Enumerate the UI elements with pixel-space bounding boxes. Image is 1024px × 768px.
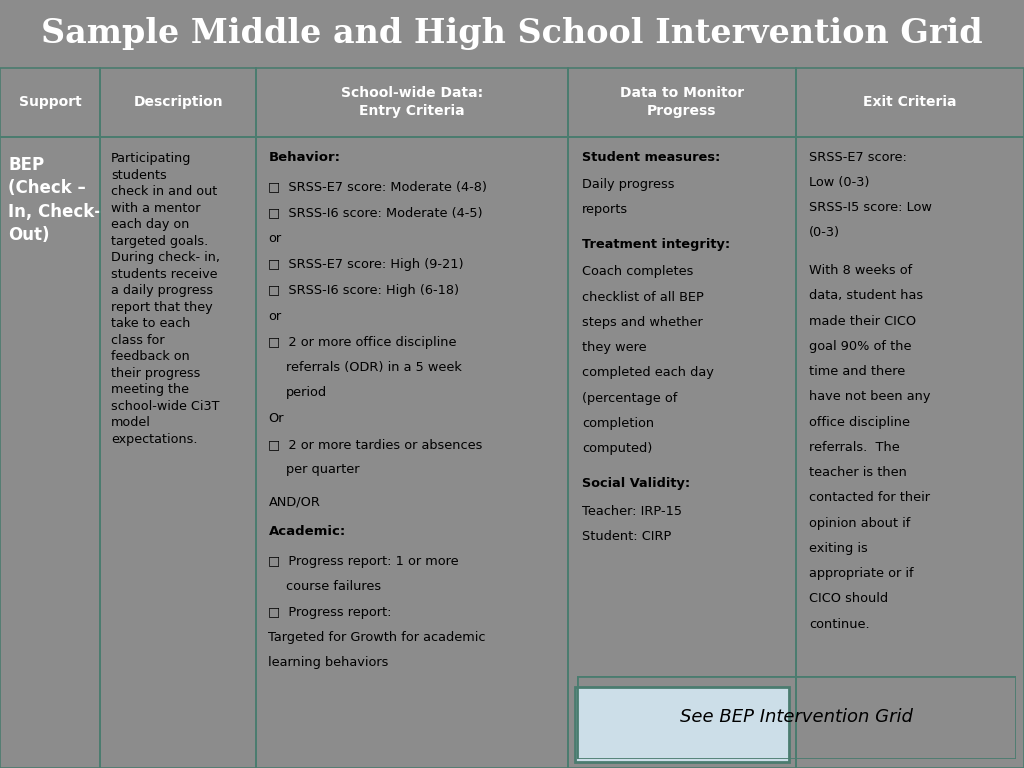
Text: (0-3): (0-3) — [809, 227, 841, 240]
Text: □  SRSS-I6 score: Moderate (4-5): □ SRSS-I6 score: Moderate (4-5) — [268, 206, 483, 219]
Text: □  SRSS-I6 score: High (6-18): □ SRSS-I6 score: High (6-18) — [268, 284, 460, 296]
Text: contacted for their: contacted for their — [809, 492, 931, 505]
Text: learning behaviors: learning behaviors — [268, 657, 389, 669]
Bar — [575, 687, 788, 762]
Text: computed): computed) — [582, 442, 652, 455]
Text: AND/OR: AND/OR — [268, 495, 321, 508]
Text: BEP
(Check –
In, Check-
Out): BEP (Check – In, Check- Out) — [8, 156, 101, 244]
Text: Coach completes: Coach completes — [582, 266, 693, 279]
Text: office discipline: office discipline — [809, 415, 910, 429]
Text: Or: Or — [268, 412, 284, 425]
Text: have not been any: have not been any — [809, 390, 931, 403]
Text: □  2 or more tardies or absences: □ 2 or more tardies or absences — [268, 438, 483, 451]
Text: period: period — [286, 386, 327, 399]
Text: □  Progress report:: □ Progress report: — [268, 606, 392, 619]
Text: Participating
students
check in and out
with a mentor
each day on
targeted goals: Participating students check in and out … — [112, 153, 220, 446]
Text: completion: completion — [582, 417, 654, 430]
Text: exiting is: exiting is — [809, 542, 868, 555]
Text: Teacher: IRP-15: Teacher: IRP-15 — [582, 505, 682, 518]
Text: course failures: course failures — [286, 580, 381, 593]
Text: Student measures:: Student measures: — [582, 151, 720, 164]
Text: Exit Criteria: Exit Criteria — [863, 95, 956, 109]
Text: Social Validity:: Social Validity: — [582, 478, 690, 491]
Text: checklist of all BEP: checklist of all BEP — [582, 290, 703, 303]
Text: made their CICO: made their CICO — [809, 315, 916, 328]
Text: Targeted for Growth for academic: Targeted for Growth for academic — [268, 631, 486, 644]
Text: referrals (ODR) in a 5 week: referrals (ODR) in a 5 week — [286, 361, 462, 374]
Text: Daily progress: Daily progress — [582, 177, 675, 190]
Text: □  2 or more office discipline: □ 2 or more office discipline — [268, 336, 457, 349]
Text: reports: reports — [582, 203, 628, 216]
Text: completed each day: completed each day — [582, 366, 714, 379]
Text: goal 90% of the: goal 90% of the — [809, 340, 911, 353]
Text: appropriate or if: appropriate or if — [809, 568, 914, 581]
Text: Description: Description — [133, 95, 223, 109]
Text: data, student has: data, student has — [809, 290, 924, 303]
Text: per quarter: per quarter — [286, 463, 359, 476]
Text: teacher is then: teacher is then — [809, 466, 907, 479]
Text: Low (0-3): Low (0-3) — [809, 176, 869, 189]
Text: CICO should: CICO should — [809, 592, 889, 605]
Text: referrals.  The: referrals. The — [809, 441, 900, 454]
Text: Behavior:: Behavior: — [268, 151, 341, 164]
Text: or: or — [268, 232, 282, 245]
Text: Student: CIRP: Student: CIRP — [582, 530, 672, 543]
Text: SRSS-I5 score: Low: SRSS-I5 score: Low — [809, 201, 932, 214]
Text: steps and whether: steps and whether — [582, 316, 702, 329]
Text: opinion about if: opinion about if — [809, 517, 910, 530]
Text: they were: they were — [582, 341, 646, 354]
Text: With 8 weeks of: With 8 weeks of — [809, 264, 912, 277]
Text: Data to Monitor
Progress: Data to Monitor Progress — [620, 86, 744, 118]
Text: or: or — [268, 310, 282, 323]
Text: continue.: continue. — [809, 617, 870, 631]
Text: □  SRSS-E7 score: High (9-21): □ SRSS-E7 score: High (9-21) — [268, 258, 464, 271]
Text: □  Progress report: 1 or more: □ Progress report: 1 or more — [268, 554, 459, 568]
Text: Academic:: Academic: — [268, 525, 346, 538]
Text: (percentage of: (percentage of — [582, 392, 677, 405]
Text: Support: Support — [18, 95, 82, 109]
Text: See BEP Intervention Grid: See BEP Intervention Grid — [680, 708, 912, 727]
Text: Treatment integrity:: Treatment integrity: — [582, 238, 730, 251]
Text: Sample Middle and High School Intervention Grid: Sample Middle and High School Interventi… — [41, 18, 983, 50]
Text: □  SRSS-E7 score: Moderate (4-8): □ SRSS-E7 score: Moderate (4-8) — [268, 180, 487, 194]
Text: time and there: time and there — [809, 366, 905, 378]
Text: SRSS-E7 score:: SRSS-E7 score: — [809, 151, 907, 164]
Text: School-wide Data:
Entry Criteria: School-wide Data: Entry Criteria — [341, 86, 483, 118]
